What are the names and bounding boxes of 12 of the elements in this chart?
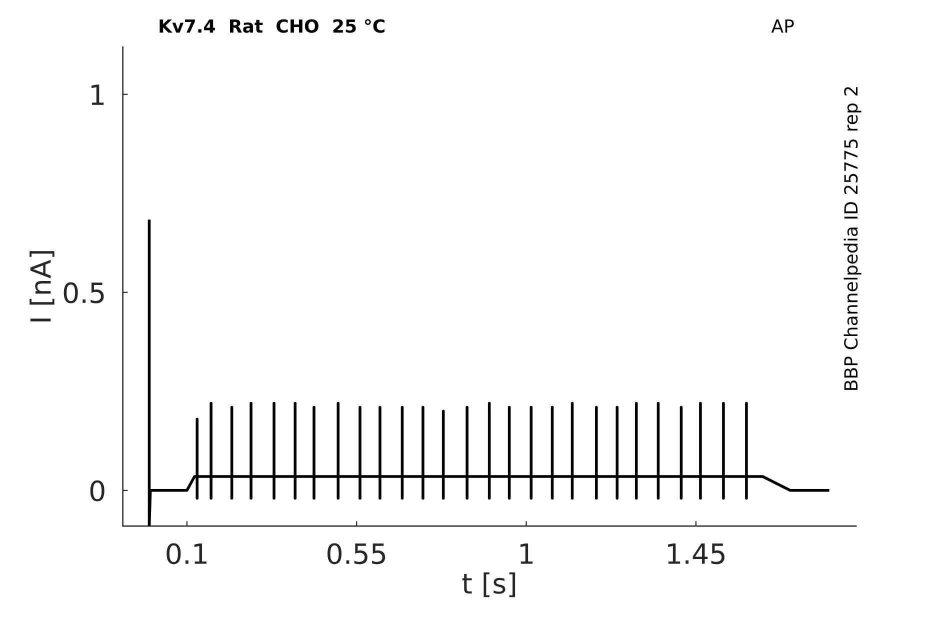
x-axis-title: t [s] [462,572,516,598]
chart-title: Kv7.4 Rat CHO 25 °C [160,19,384,33]
x-tick-label: 0.55 [328,543,386,564]
annotation: BBP Channelpedia ID 25775 rep 2 [844,87,862,390]
x-tick-label: 0.1 [166,543,206,564]
y-tick-label: 0.5 [64,282,104,304]
x-tick-label: 1.45 [668,544,724,564]
y-axis-title: I [nA] [30,251,54,322]
y-tick-label: 0 [90,480,104,502]
text: AP [771,19,794,33]
y-tick-label: 1 [92,84,104,105]
x-tick-label: 1 [520,544,533,564]
